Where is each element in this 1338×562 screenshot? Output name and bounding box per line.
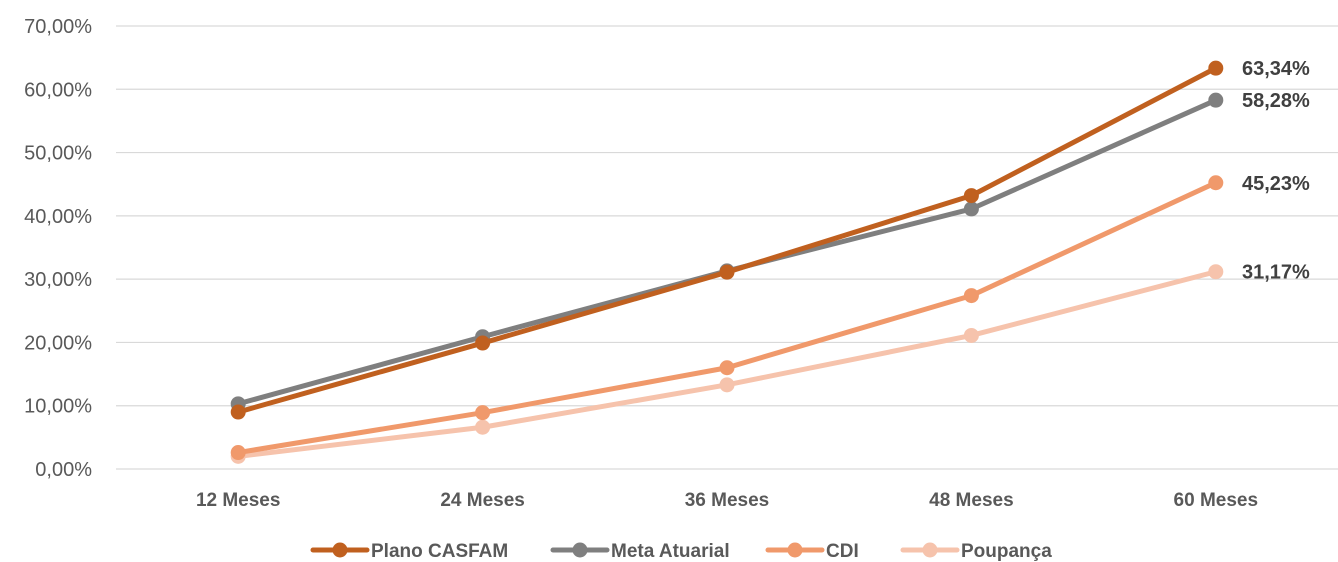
- y-tick-label: 40,00%: [24, 206, 92, 228]
- x-axis: 12 Meses 24 Meses 36 Meses 48 Meses 60 Meses: [196, 490, 1258, 511]
- y-tick-label: 50,00%: [24, 143, 92, 165]
- x-tick-label: 12 Meses: [196, 490, 281, 511]
- legend-marker-icon: [332, 542, 348, 558]
- y-tick-label: 70,00%: [24, 16, 92, 38]
- data-point[interactable]: [230, 445, 246, 461]
- end-value-label: 63,34%: [1242, 58, 1310, 80]
- series-line: [235, 180, 1219, 456]
- end-value-label: 31,17%: [1242, 262, 1310, 284]
- series-lines: [230, 60, 1224, 464]
- data-point[interactable]: [1208, 60, 1224, 76]
- data-point[interactable]: [230, 404, 246, 420]
- series-cdi: [230, 175, 1224, 461]
- data-point[interactable]: [963, 327, 979, 343]
- x-tick-label: 24 Meses: [440, 490, 525, 511]
- legend-label: Plano CASFAM: [371, 541, 508, 562]
- legend-marker-icon: [572, 542, 588, 558]
- data-point[interactable]: [475, 419, 491, 435]
- data-point[interactable]: [719, 264, 735, 280]
- end-value-label: 58,28%: [1242, 90, 1310, 112]
- x-tick-label: 60 Meses: [1174, 490, 1259, 511]
- series-poupan-a: [230, 264, 1224, 464]
- legend-label: CDI: [826, 541, 859, 562]
- data-point[interactable]: [963, 188, 979, 204]
- legend-marker-icon: [787, 542, 803, 558]
- legend-item[interactable]: Poupança: [900, 541, 1052, 562]
- x-tick-label: 48 Meses: [929, 490, 1014, 511]
- y-axis: 0,00% 10,00% 20,00% 30,00% 40,00% 50,00% 60,00…: [24, 16, 92, 481]
- data-point[interactable]: [963, 288, 979, 304]
- end-value-label: 45,23%: [1242, 173, 1310, 195]
- data-point[interactable]: [475, 405, 491, 421]
- legend-item[interactable]: CDI: [765, 541, 859, 562]
- legend-item[interactable]: Meta Atuarial: [550, 541, 730, 562]
- y-tick-label: 30,00%: [24, 269, 92, 291]
- end-value-labels: 63,34% 58,28% 45,23% 31,17%: [1242, 58, 1310, 284]
- y-tick-label: 0,00%: [35, 459, 92, 481]
- legend[interactable]: Plano CASFAM Meta Atuarial CDI Poupança: [310, 541, 1052, 562]
- x-tick-label: 36 Meses: [685, 490, 770, 511]
- data-point[interactable]: [719, 360, 735, 376]
- legend-marker-icon: [922, 542, 938, 558]
- data-point[interactable]: [963, 201, 979, 217]
- data-point[interactable]: [475, 335, 491, 351]
- y-tick-label: 20,00%: [24, 332, 92, 354]
- series-plano-casfam: [230, 60, 1224, 420]
- data-point[interactable]: [1208, 175, 1224, 191]
- y-tick-label: 60,00%: [24, 79, 92, 101]
- legend-item[interactable]: Plano CASFAM: [310, 541, 508, 562]
- data-point[interactable]: [719, 377, 735, 393]
- data-point[interactable]: [1208, 264, 1224, 280]
- legend-label: Meta Atuarial: [611, 541, 730, 562]
- y-tick-label: 10,00%: [24, 396, 92, 418]
- legend-label: Poupança: [961, 541, 1052, 562]
- data-point[interactable]: [1208, 92, 1224, 108]
- gridlines: [116, 25, 1338, 470]
